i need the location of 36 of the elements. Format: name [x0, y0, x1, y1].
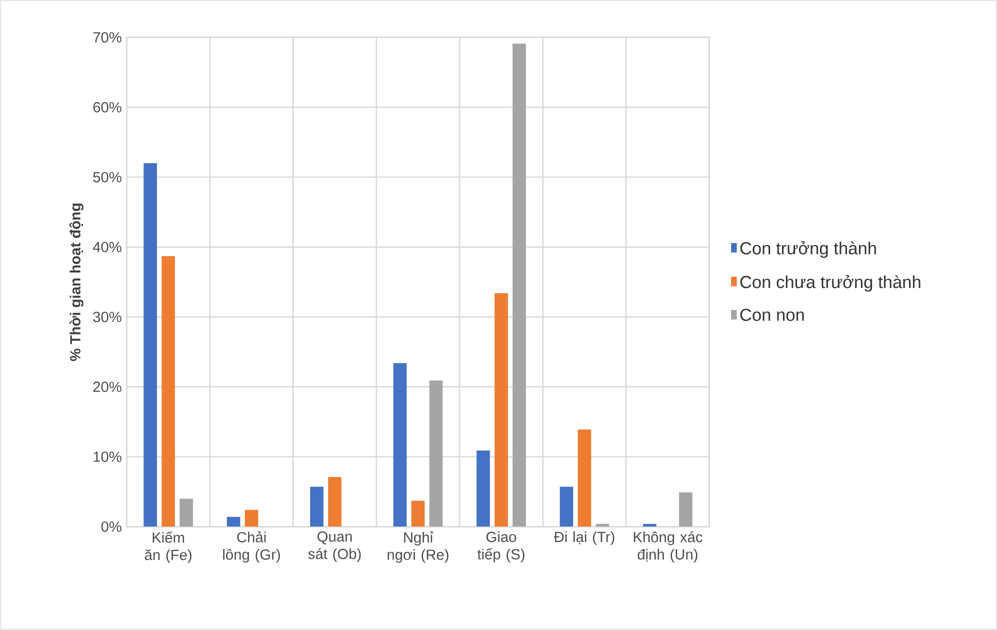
x-tick-label: Nghỉ ngơi (Re) — [388, 531, 448, 563]
bar — [162, 256, 175, 527]
bar — [226, 516, 240, 527]
bar — [679, 492, 692, 527]
x-tick-label: Đi lại (Tr) — [554, 531, 614, 546]
y-tick-label: 10% — [94, 452, 122, 462]
y-tick-label: 0% — [101, 521, 122, 532]
bar — [180, 498, 193, 527]
x-tick-label: Không xác định (Un) — [634, 531, 702, 563]
bar — [393, 363, 407, 527]
y-axis-title: % Thời gian hoạt động — [69, 204, 84, 361]
legend-label: Con chưa trưởng thành — [740, 274, 920, 292]
bar — [560, 486, 574, 527]
bar — [643, 524, 656, 527]
legend-label: Con trưởng thành — [740, 241, 876, 258]
x-tick-label: Kiếm ăn (Fe) — [144, 531, 192, 563]
x-tick-label: Quan sát (Ob) — [308, 531, 361, 562]
bar — [476, 450, 490, 527]
y-tick-label: 50% — [93, 172, 122, 182]
bar — [328, 477, 342, 527]
bar — [411, 500, 425, 527]
y-tick-label: 30% — [93, 312, 122, 322]
y-tick-label: 40% — [92, 242, 122, 252]
y-tick-label: 20% — [93, 382, 122, 392]
y-tick-label: 60% — [93, 102, 122, 112]
bar — [512, 44, 526, 527]
bar — [429, 380, 443, 527]
bar — [244, 510, 258, 527]
x-tick-label: Chải lông (Gr) — [223, 531, 280, 563]
bar — [310, 486, 324, 527]
bar — [578, 429, 592, 527]
bar — [144, 163, 157, 527]
x-tick-label: Giao tiếp (S) — [477, 531, 524, 562]
y-tick-label: 70% — [93, 32, 122, 43]
bar — [494, 293, 508, 527]
legend-label: Con non — [740, 308, 804, 321]
